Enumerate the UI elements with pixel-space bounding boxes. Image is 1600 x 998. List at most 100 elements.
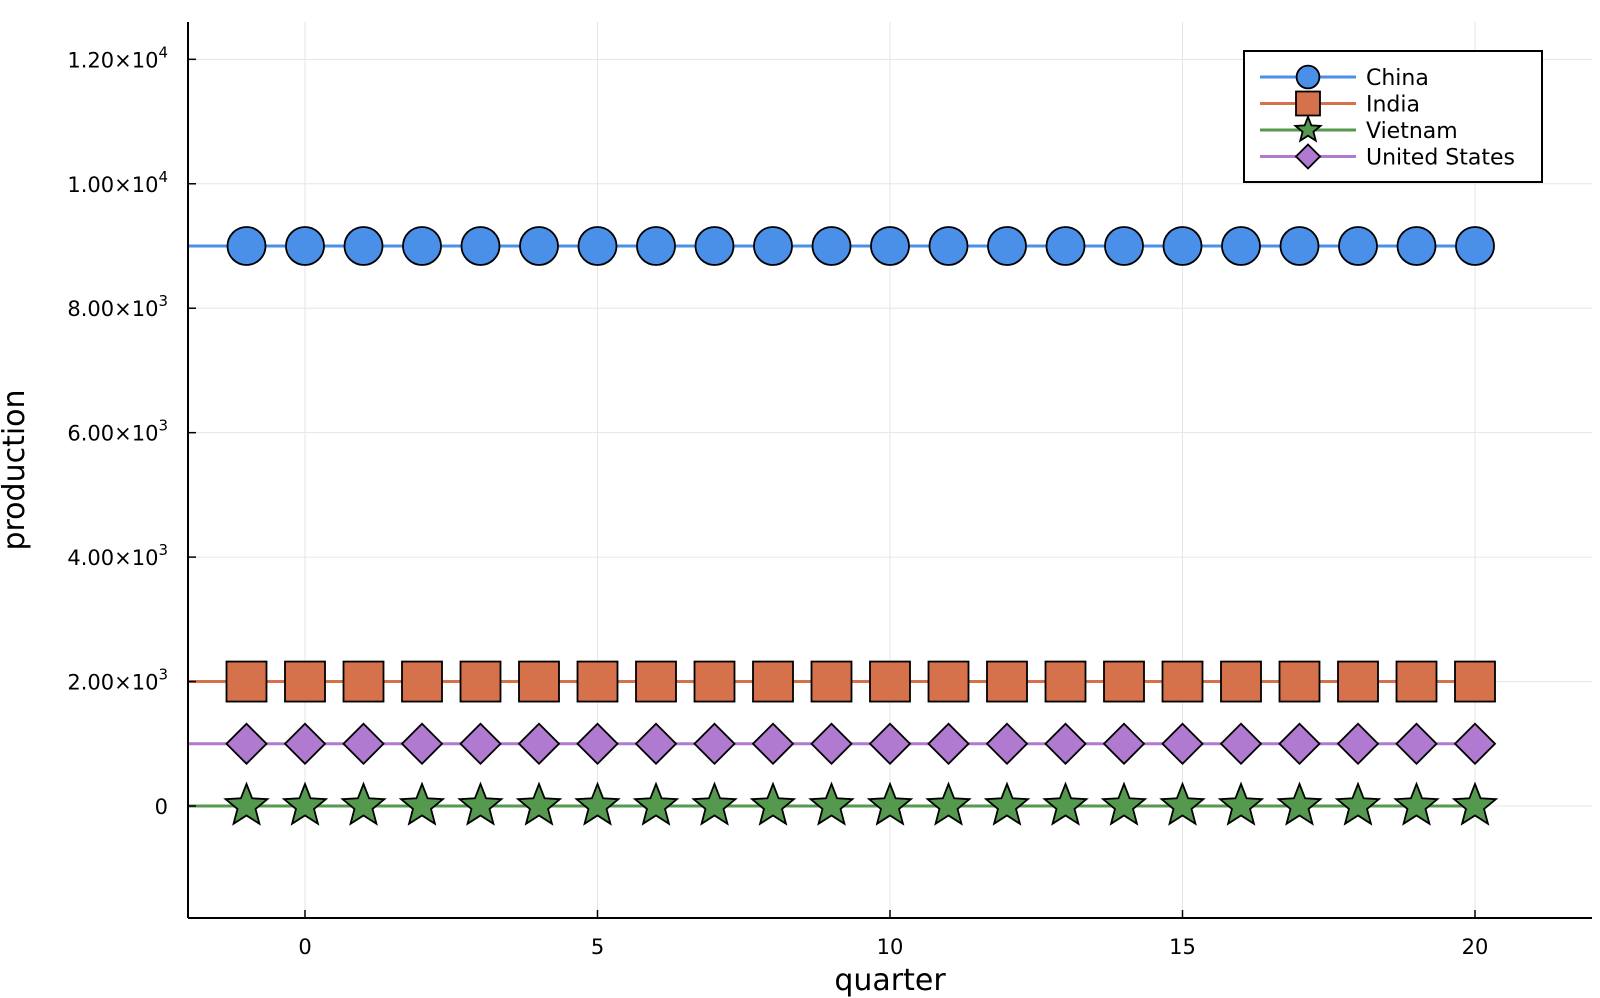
data-point	[693, 722, 736, 766]
data-point	[342, 722, 385, 766]
data-point	[986, 660, 1028, 703]
series-united-states	[188, 722, 1497, 766]
data-point	[753, 226, 793, 266]
data-point	[752, 660, 794, 703]
data-point	[1334, 781, 1382, 826]
data-point	[1220, 660, 1262, 703]
legend-label: United States	[1366, 146, 1515, 171]
data-point	[1044, 660, 1087, 703]
data-point	[1395, 722, 1438, 766]
y-tick-label: 1.00×104	[67, 168, 168, 197]
data-point	[749, 781, 797, 826]
data-point	[634, 722, 678, 766]
legend-label: India	[1366, 93, 1420, 118]
x-axis-title: quarter	[834, 963, 946, 998]
data-point	[1161, 722, 1204, 766]
data-point	[927, 722, 970, 766]
x-tick-label: 15	[1169, 935, 1196, 959]
data-point	[1451, 781, 1499, 826]
data-point	[459, 722, 502, 766]
data-point	[457, 781, 504, 826]
y-tick-label: 4.00×103	[67, 541, 168, 570]
data-point	[283, 722, 327, 766]
data-point	[1045, 226, 1086, 266]
legend-entry: India	[1260, 90, 1420, 118]
data-point	[635, 660, 677, 703]
axes: 0 5 10 15 20 0 2.00×103 4.00×103 6.00×103 8.00×10…	[67, 22, 1592, 959]
data-point	[1044, 722, 1087, 766]
data-point	[400, 722, 444, 766]
data-point	[928, 226, 969, 266]
data-point	[869, 660, 911, 703]
data-point	[1336, 722, 1380, 766]
data-point	[1395, 660, 1438, 703]
y-tick-label: 1.20×104	[67, 43, 168, 72]
x-tick-label: 0	[298, 935, 311, 959]
legend-label: Vietnam	[1366, 119, 1458, 144]
data-point	[925, 781, 972, 826]
data-point	[459, 660, 502, 703]
data-point	[1453, 722, 1497, 766]
x-tick-label: 10	[877, 935, 904, 959]
data-point	[1221, 226, 1261, 266]
data-point	[401, 660, 443, 703]
data-point	[870, 226, 910, 266]
data-point	[519, 226, 559, 266]
series-vietnam	[188, 781, 1499, 826]
data-point	[810, 660, 853, 703]
data-point	[1455, 226, 1495, 266]
data-point	[1162, 226, 1203, 266]
data-point	[636, 226, 676, 266]
data-point	[1219, 722, 1263, 766]
data-point	[1161, 660, 1204, 703]
data-point	[225, 660, 268, 703]
legend-label: China	[1366, 66, 1429, 91]
data-point	[985, 722, 1029, 766]
data-point	[1042, 781, 1089, 826]
data-point	[1454, 660, 1496, 703]
data-point	[226, 226, 267, 266]
data-point	[577, 226, 618, 266]
data-point	[340, 781, 387, 826]
legend-entry: United States	[1260, 143, 1515, 171]
data-point	[225, 722, 268, 766]
data-point	[223, 781, 270, 826]
data-point	[1100, 781, 1148, 826]
data-point	[811, 226, 852, 266]
data-point	[694, 226, 735, 266]
data-point	[284, 660, 326, 703]
data-point	[691, 781, 738, 826]
data-point	[866, 781, 914, 826]
data-point	[1104, 226, 1144, 266]
data-point	[1159, 781, 1206, 826]
data-point	[576, 722, 619, 766]
data-point	[1396, 226, 1437, 266]
data-point	[1276, 781, 1323, 826]
data-point	[402, 226, 442, 266]
data-point	[751, 722, 795, 766]
y-tick-label: 2.00×103	[67, 666, 168, 695]
data-point	[285, 226, 325, 266]
y-tick-label: 6.00×103	[67, 417, 168, 446]
data-point	[518, 660, 560, 703]
x-tick-label: 20	[1462, 935, 1489, 959]
data-point	[460, 226, 501, 266]
data-point	[576, 660, 619, 703]
data-point	[1217, 781, 1265, 826]
data-point	[1278, 722, 1321, 766]
series-group	[188, 226, 1499, 826]
series-china	[188, 226, 1495, 266]
data-point	[517, 722, 561, 766]
data-point	[342, 660, 385, 703]
data-point	[343, 226, 384, 266]
data-point	[515, 781, 563, 826]
legend-entry: China	[1260, 64, 1429, 91]
x-tick-label: 5	[591, 935, 604, 959]
legend-marker	[1295, 64, 1321, 90]
series-india	[188, 660, 1496, 703]
data-point	[810, 722, 853, 766]
data-point	[1103, 660, 1145, 703]
data-point	[987, 226, 1027, 266]
legend-box	[1243, 50, 1543, 183]
